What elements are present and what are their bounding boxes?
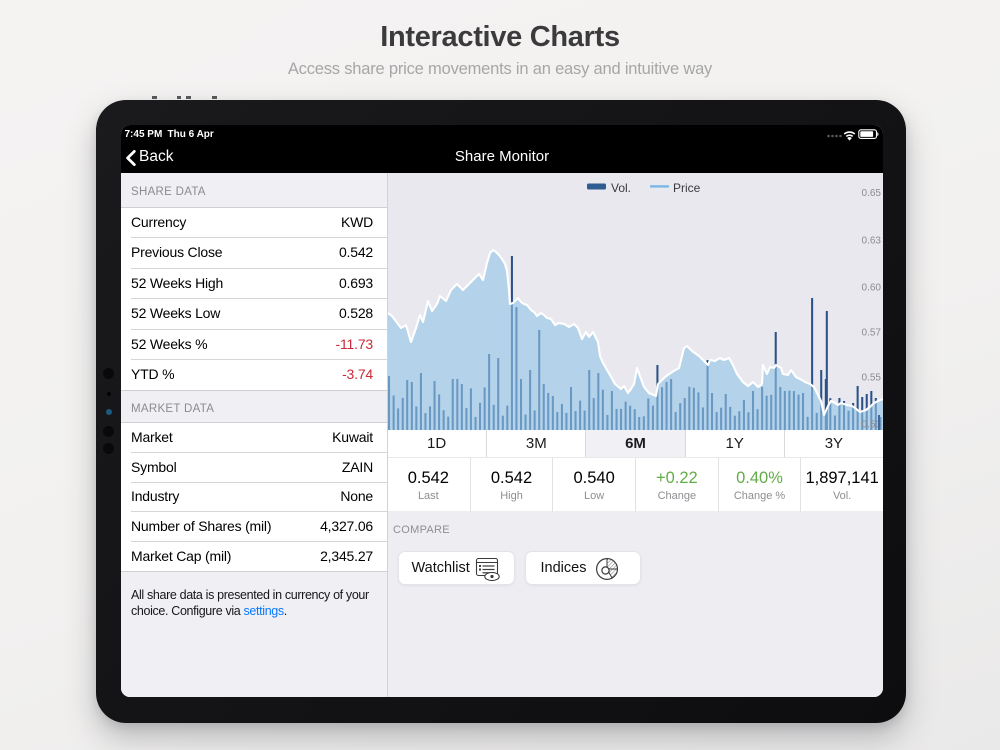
- svg-text:0.60: 0.60: [862, 282, 882, 293]
- svg-text:0.65: 0.65: [862, 188, 882, 199]
- svg-text:0.63: 0.63: [862, 235, 882, 246]
- svg-text:Vol.: Vol.: [611, 181, 631, 195]
- svg-text:Price: Price: [673, 181, 701, 195]
- svg-text:0.55: 0.55: [862, 372, 882, 383]
- svg-text:0.57: 0.57: [862, 327, 882, 338]
- svg-text:0.53: 0.53: [862, 419, 882, 430]
